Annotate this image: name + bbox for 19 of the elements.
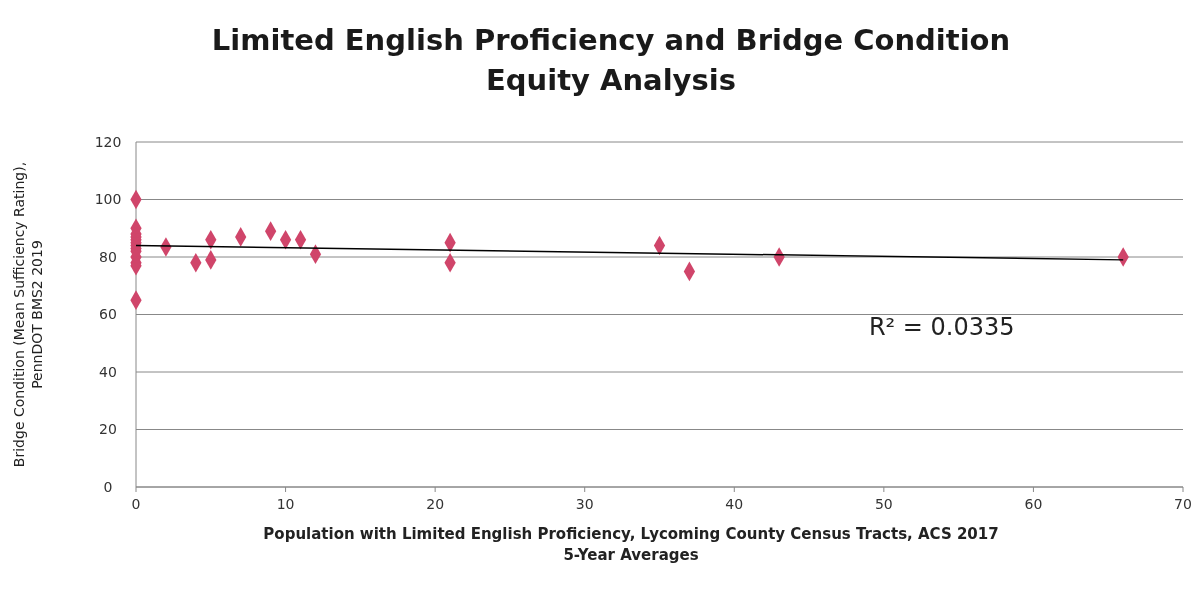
annotation: R² = 0.0335 [868,313,1015,342]
x-axis-title: Population with Limited English Proficiency, Lycoming County Census Tracts, ACS 2017 5-Year Averages [263,525,999,564]
x-tick-label: 50 [874,496,893,512]
chart-title: Limited English Proficiency and Bridge Condition Equity Analysis [211,23,1011,97]
x-tick-label: 0 [131,496,141,512]
y-tick-label: 120 [94,133,122,150]
y-tick-label: 60 [99,306,117,323]
x-tick-label: 40 [725,496,744,512]
x-tick-label: 10 [276,496,295,512]
x-tick-label: 60 [1024,496,1043,512]
y-axis-title: Bridge Condition (Mean Sufficiency Rating), PennDOT BMS2 2019 [11,161,45,468]
x-tick-label: 30 [575,496,594,512]
y-tick-label: 20 [99,421,117,438]
y-tick-label: 100 [94,191,122,208]
y-tick-label: 0 [103,478,113,495]
x-tick-label: 20 [426,496,445,512]
y-tick-label: 40 [99,363,117,380]
x-tick-label: 70 [1174,496,1192,512]
y-tick-label: 80 [99,248,117,265]
